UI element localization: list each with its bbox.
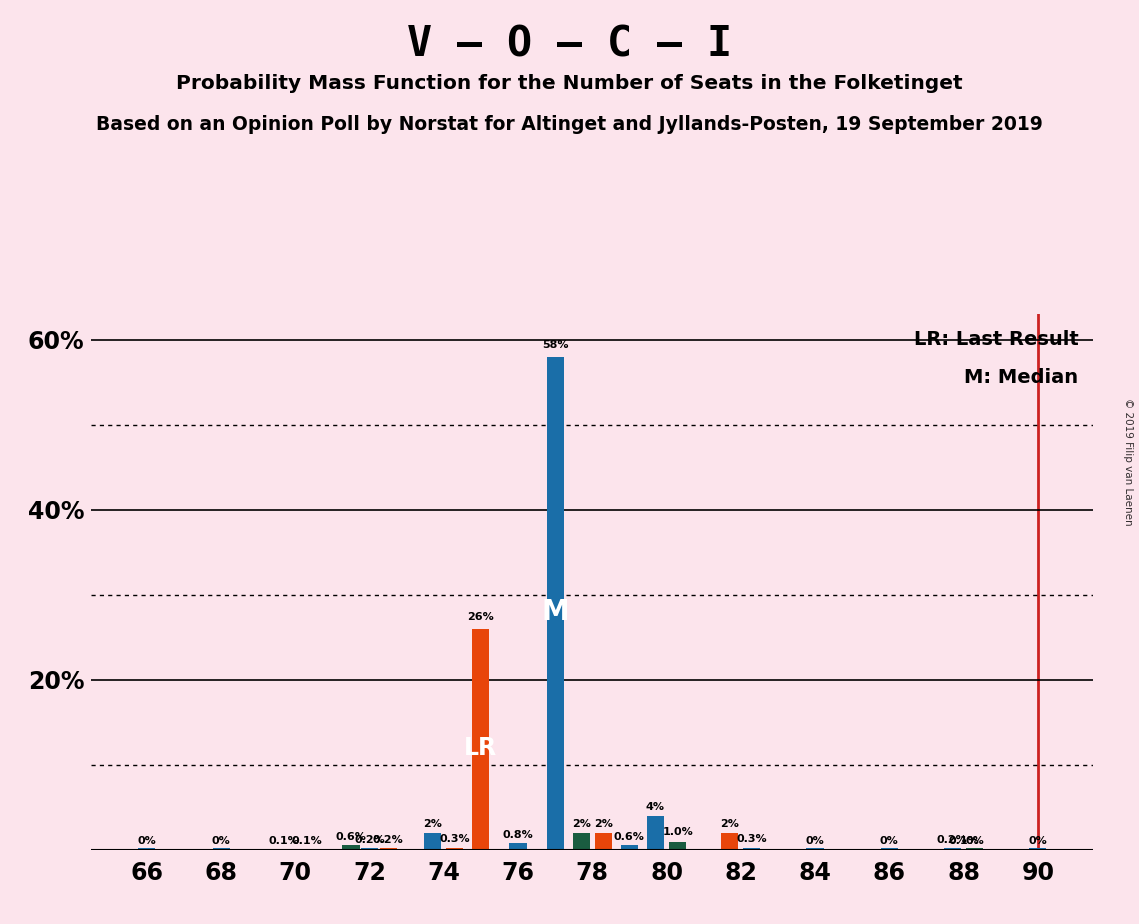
Text: 0%: 0% <box>1029 836 1047 845</box>
Text: 4%: 4% <box>646 802 665 812</box>
Bar <box>213 847 230 850</box>
Bar <box>138 847 155 850</box>
Text: 0.1%: 0.1% <box>948 836 978 845</box>
Text: 0.2%: 0.2% <box>372 835 403 845</box>
Text: 0.1%: 0.1% <box>269 836 300 845</box>
Text: 0%: 0% <box>805 836 825 845</box>
Bar <box>621 845 638 850</box>
Text: LR: LR <box>465 736 498 760</box>
Bar <box>966 847 983 850</box>
Bar <box>944 848 961 850</box>
Text: 58%: 58% <box>542 340 568 350</box>
Text: 0.2%: 0.2% <box>354 835 385 845</box>
Text: 0.1%: 0.1% <box>292 836 322 845</box>
Bar <box>595 833 612 850</box>
Text: 2%: 2% <box>424 819 442 829</box>
Text: © 2019 Filip van Laenen: © 2019 Filip van Laenen <box>1123 398 1133 526</box>
Bar <box>509 844 526 850</box>
Bar <box>379 848 396 850</box>
Bar <box>1030 847 1047 850</box>
Bar <box>446 847 464 850</box>
Text: M: Median: M: Median <box>965 368 1079 387</box>
Bar <box>361 848 378 850</box>
Bar <box>424 833 441 850</box>
Bar <box>806 847 823 850</box>
Text: 0.8%: 0.8% <box>502 830 533 840</box>
Text: 0%: 0% <box>880 836 899 845</box>
Bar <box>573 833 590 850</box>
Text: LR: Last Result: LR: Last Result <box>913 330 1079 349</box>
Text: 0.2%: 0.2% <box>937 835 968 845</box>
Bar <box>880 847 898 850</box>
Text: Probability Mass Function for the Number of Seats in the Folketinget: Probability Mass Function for the Number… <box>177 74 962 93</box>
Bar <box>473 629 490 850</box>
Text: M: M <box>541 598 570 626</box>
Text: 0.6%: 0.6% <box>336 832 367 842</box>
Bar <box>721 833 738 850</box>
Text: V – O – C – I: V – O – C – I <box>407 23 732 65</box>
Text: Based on an Opinion Poll by Norstat for Altinget and Jyllands-Posten, 19 Septemb: Based on an Opinion Poll by Norstat for … <box>96 116 1043 135</box>
Text: 0.6%: 0.6% <box>614 832 645 842</box>
Bar <box>343 845 360 850</box>
Text: 2%: 2% <box>593 819 613 829</box>
Bar <box>547 357 564 850</box>
Bar <box>744 847 761 850</box>
Text: 2%: 2% <box>720 819 739 829</box>
Text: 0%: 0% <box>138 836 156 845</box>
Bar <box>669 842 686 850</box>
Text: 0.3%: 0.3% <box>737 834 768 845</box>
Text: 1.0%: 1.0% <box>662 827 693 837</box>
Text: 0%: 0% <box>965 836 984 845</box>
Text: 0%: 0% <box>212 836 230 845</box>
Bar <box>647 816 664 850</box>
Text: 26%: 26% <box>467 612 494 622</box>
Text: 0.3%: 0.3% <box>440 834 470 845</box>
Text: 2%: 2% <box>572 819 591 829</box>
